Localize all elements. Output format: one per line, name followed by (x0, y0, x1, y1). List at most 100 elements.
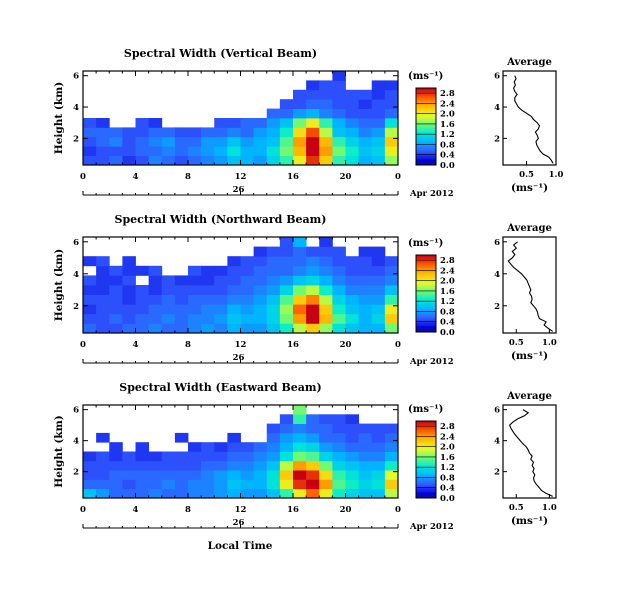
heatmap-cell (384, 80, 399, 91)
heatmap-cell (148, 127, 163, 138)
heatmap-cell (384, 304, 399, 315)
heatmap-cell (332, 285, 346, 295)
colorbar-segment (416, 324, 436, 326)
heatmap-cell (293, 304, 307, 315)
heatmap-cell (240, 313, 255, 324)
colorbar-segment (416, 463, 436, 465)
heatmap-cell (319, 460, 333, 471)
colorbar-segment (416, 314, 436, 316)
heatmap-cell (83, 285, 97, 295)
heatmap-cell (214, 294, 228, 305)
heatmap-cell (384, 155, 399, 166)
heatmap-cell (384, 294, 399, 305)
heatmap-cell (371, 246, 386, 257)
heatmap-cell (358, 108, 373, 119)
colorbar-segment (416, 105, 436, 108)
colorbar-tick-label: 0.8 (440, 473, 455, 483)
heatmap-cell (174, 127, 189, 138)
heatmap-cell (253, 442, 268, 452)
x-tick-label: 0 (80, 172, 86, 182)
heatmap-cell (345, 432, 360, 443)
heatmap-cell (266, 470, 281, 480)
heatmap-cell (122, 285, 136, 295)
heatmap-cell (109, 488, 123, 499)
heatmap-cell (253, 488, 268, 499)
heatmap-cell (266, 451, 281, 462)
heatmap-cell (279, 127, 294, 138)
heatmap-cell (227, 294, 241, 305)
colorbar-segment (416, 311, 436, 314)
colorbar-segment (416, 423, 436, 426)
heatmap-cell (306, 432, 320, 443)
heatmap-cell (253, 285, 268, 295)
heatmap-cell (371, 146, 386, 156)
heatmap-cell (188, 323, 202, 334)
colorbar-segment (416, 422, 436, 424)
heatmap-cell (293, 237, 307, 247)
heatmap-cell (306, 304, 320, 315)
heatmap-cell (253, 451, 268, 462)
heatmap-cell (161, 294, 176, 305)
x-tick-label: 4 (133, 172, 139, 182)
heatmap-cell (293, 414, 307, 424)
heatmap-cell (253, 470, 268, 480)
colorbar-segment (416, 127, 436, 130)
heatmap-cell (253, 136, 268, 147)
heatmap-cell (319, 265, 333, 276)
date-label: Apr 2012 (409, 357, 454, 367)
colorbar-segment (416, 89, 436, 91)
colorbar-segment (416, 465, 436, 468)
heatmap-cell (253, 313, 268, 324)
colorbar-segment (416, 446, 436, 449)
colorbar-tick-label: 2.0 (440, 443, 455, 453)
heatmap-cell (122, 488, 136, 499)
heatmap-cell (358, 479, 373, 490)
heatmap-cell (174, 432, 189, 443)
heatmap-cell (201, 451, 215, 462)
heatmap-cell (319, 285, 333, 295)
heatmap-cell (345, 127, 360, 138)
colorbar-segment (416, 152, 436, 154)
colorbar-segment (416, 125, 436, 127)
heatmap-cell (83, 313, 97, 324)
colorbar-segment (416, 319, 436, 321)
heatmap-cell (319, 136, 333, 147)
heatmap-cell (332, 99, 346, 109)
heatmap-cell (174, 488, 189, 499)
colorbar-segment (416, 462, 436, 464)
heatmap-cell (266, 265, 281, 276)
heatmap-cell (279, 432, 294, 443)
colorbar-segment (416, 272, 436, 275)
heatmap-cell (306, 285, 320, 295)
heatmap-cell (371, 451, 386, 462)
heatmap-cell (345, 108, 360, 119)
colorbar-segment (416, 471, 436, 473)
heatmap-cell (161, 304, 176, 315)
heatmap-cell (319, 488, 333, 499)
heatmap-cell (306, 118, 320, 128)
heatmap-cell (109, 442, 123, 452)
heatmap-cell (293, 265, 307, 276)
colorbar-segment (416, 317, 436, 320)
average-x-label: (ms⁻¹) (511, 515, 548, 527)
heatmap-cell (384, 99, 399, 109)
colorbar-segment (416, 132, 436, 135)
colorbar-segment (416, 320, 436, 323)
heatmap-cell (279, 256, 294, 267)
heatmap-cell (96, 285, 110, 295)
colorbar-segment (416, 435, 436, 437)
heatmap-cell (319, 414, 333, 424)
heatmap-cell (371, 313, 386, 324)
heatmap-cell (345, 136, 360, 147)
heatmap-cell (135, 488, 150, 499)
colorbar-segment (416, 491, 436, 494)
heatmap-cell (293, 460, 307, 471)
heatmap-cell (319, 246, 333, 257)
heatmap-cell (319, 155, 333, 166)
colorbar-segment (416, 102, 436, 104)
heatmap-cell (319, 127, 333, 138)
heatmap-cell (253, 304, 268, 315)
colorbar-tick-label: 1.2 (440, 297, 455, 307)
heatmap-cell (188, 146, 202, 156)
colorbar-segment (416, 121, 436, 123)
